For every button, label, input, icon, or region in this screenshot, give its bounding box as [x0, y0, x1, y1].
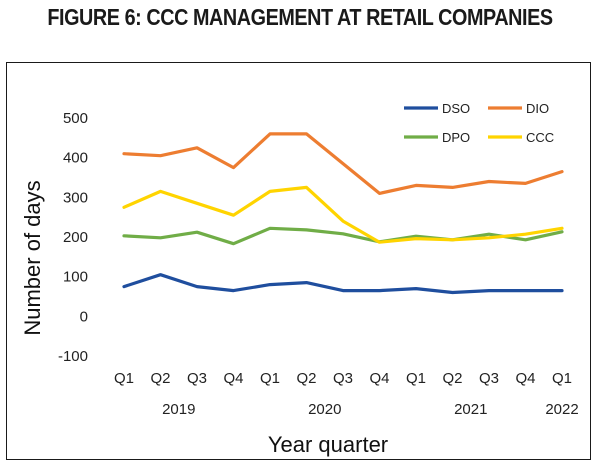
y-axis-title: Number of days: [20, 180, 45, 335]
y-tick-label: 300: [63, 189, 88, 206]
legend-label-ccc: CCC: [526, 130, 554, 145]
series-line-dio: [122, 132, 564, 195]
year-label: 2019: [162, 401, 195, 418]
x-tick-label: Q1: [406, 370, 426, 387]
x-tick-label: Q2: [296, 370, 316, 387]
y-tick-label: 100: [63, 269, 88, 286]
series-line-dso: [122, 273, 564, 295]
x-tick-label: Q3: [479, 370, 499, 387]
y-tick-labels: 500 400 300 200 100 0 -100: [58, 110, 88, 365]
legend-label-dpo: DPO: [442, 130, 470, 145]
x-tick-label: Q3: [187, 370, 207, 387]
year-label: 2022: [545, 401, 578, 418]
year-label: 2020: [308, 401, 341, 418]
legend-label-dso: DSO: [442, 101, 470, 116]
x-tick-label: Q4: [223, 370, 243, 387]
x-tick-label: Q1: [552, 370, 572, 387]
legend: DSO DIO DPO CCC: [404, 101, 554, 145]
year-label: 2021: [454, 401, 487, 418]
x-tick-label: Q2: [150, 370, 170, 387]
chart-frame: [6, 62, 591, 460]
x-tick-label: Q4: [369, 370, 389, 387]
series-line-dpo: [122, 226, 564, 246]
x-axis-title: Year quarter: [268, 432, 388, 457]
figure-title: FIGURE 6: CCC MANAGEMENT AT RETAIL COMPA…: [47, 4, 553, 30]
y-tick-label: 0: [80, 308, 88, 325]
y-tick-label: -100: [58, 348, 88, 365]
x-tick-label: Q3: [333, 370, 353, 387]
x-tick-label: Q2: [442, 370, 462, 387]
y-tick-label: 200: [63, 229, 88, 246]
year-labels: 2019 2020 2021 2022: [162, 401, 579, 418]
legend-label-dio: DIO: [526, 101, 549, 116]
y-tick-label: 400: [63, 150, 88, 167]
series-line-ccc: [122, 185, 564, 244]
x-tick-label: Q1: [260, 370, 280, 387]
x-tick-label: Q1: [114, 370, 134, 387]
x-tick-label: Q4: [515, 370, 535, 387]
y-tick-label: 500: [63, 110, 88, 127]
series-lines: [122, 132, 564, 295]
x-tick-labels: Q1 Q2 Q3 Q4 Q1 Q2 Q3 Q4 Q1 Q2 Q3 Q4 Q1: [114, 370, 572, 387]
